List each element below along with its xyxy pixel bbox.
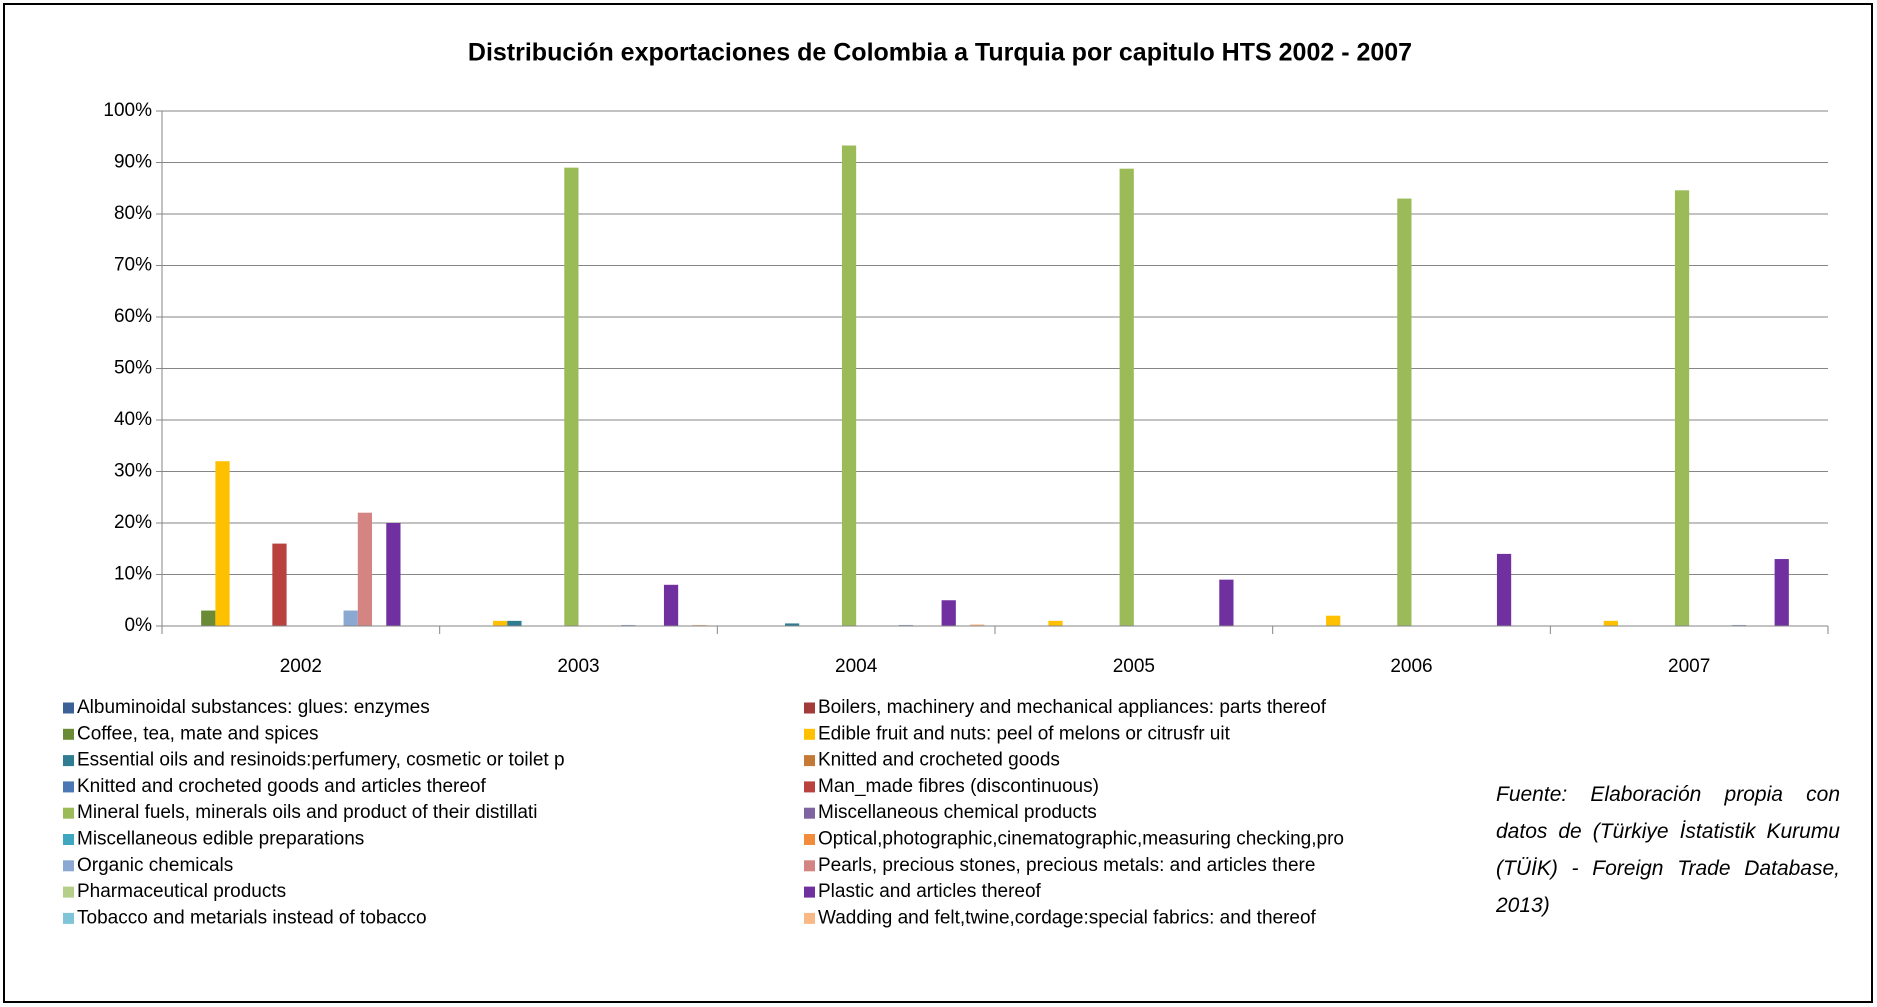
- legend-swatch: [804, 860, 815, 872]
- legend-label: Mineral fuels, minerals oils and product…: [77, 802, 537, 823]
- bar: [1674, 190, 1690, 626]
- legend-label: Miscellaneous edible preparations: [77, 829, 364, 850]
- legend-label: Organic chemicals: [77, 855, 233, 876]
- annotation: Fuente: Elaboración propia con datos de …: [1496, 783, 1840, 917]
- bar: [1048, 620, 1063, 626]
- bar: [1119, 168, 1134, 626]
- bar: [493, 620, 508, 626]
- legend-swatch: [63, 912, 74, 924]
- bar: [272, 543, 287, 626]
- y-tick-label: 100%: [103, 100, 152, 121]
- legend-swatch: [804, 728, 815, 740]
- legend-swatch: [63, 728, 74, 740]
- bar: [507, 620, 522, 626]
- y-tick-label: 90%: [114, 152, 152, 173]
- bar: [564, 167, 579, 626]
- bar: [201, 610, 216, 626]
- bar: [357, 512, 373, 626]
- x-tick-label: 2007: [1668, 656, 1710, 677]
- legend-label: Coffee, tea, mate and spices: [77, 723, 319, 744]
- y-tick-label: 30%: [114, 461, 152, 482]
- bar: [841, 145, 857, 626]
- y-tick-label: 80%: [114, 203, 152, 224]
- legend-swatch: [63, 834, 74, 845]
- legend-swatch: [63, 860, 74, 872]
- legend-label: Albuminoidal substances: glues: enzymes: [77, 697, 430, 718]
- legend-swatch: [804, 886, 815, 898]
- legend-swatch: [63, 702, 74, 714]
- x-tick-label: 2002: [280, 656, 322, 677]
- bar: [898, 624, 914, 626]
- legend-label: Edible fruit and nuts: peel of melons or…: [818, 723, 1231, 744]
- legend-column-2: Boilers, machinery and mechanical applia…: [804, 697, 1344, 928]
- chart-border: [3, 3, 1873, 1003]
- legend-swatch: [63, 807, 74, 819]
- y-tick-label: 50%: [114, 358, 152, 379]
- legend-label: Pharmaceutical products: [77, 881, 286, 902]
- legend-label: Boilers, machinery and mechanical applia…: [818, 697, 1327, 718]
- legend-label: Wadding and felt,twine,cordage:special f…: [818, 907, 1317, 928]
- legend-label: Miscellaneous chemical products: [818, 802, 1097, 823]
- legend-swatch: [63, 781, 74, 793]
- bar: [621, 624, 636, 626]
- legend-swatch: [804, 702, 815, 714]
- y-tick-label: 0%: [125, 615, 153, 636]
- legend-label: Knitted and crocheted goods and articles…: [77, 776, 486, 797]
- bar: [970, 624, 985, 626]
- y-tick-label: 20%: [114, 512, 152, 533]
- bar: [1496, 553, 1512, 626]
- legend-swatch: [804, 755, 815, 767]
- legend-label: Knitted and crocheted goods: [818, 750, 1060, 771]
- x-tick-label: 2005: [1113, 656, 1155, 677]
- bar: [1219, 579, 1234, 626]
- legend-label: Optical,photographic,cinematographic,mea…: [818, 829, 1344, 850]
- legend-label: Essential oils and resinoids:perfumery, …: [77, 750, 565, 771]
- annotation-box: Fuente: Elaboración propia con datos de …: [1496, 783, 1840, 917]
- legend-swatch: [804, 781, 815, 793]
- legend-label: Plastic and articles thereof: [818, 881, 1042, 902]
- bar: [663, 584, 679, 626]
- legend-swatch: [804, 912, 815, 924]
- bar: [386, 523, 401, 626]
- legend-swatch: [63, 755, 74, 767]
- legend-label: Man_made fibres (discontinuous): [818, 776, 1099, 797]
- bar: [215, 461, 230, 626]
- x-tick-label: 2004: [835, 656, 878, 677]
- bar: [1603, 620, 1618, 626]
- y-tick-label: 40%: [114, 409, 152, 430]
- legend-label: Pearls, precious stones, precious metals…: [818, 855, 1315, 876]
- bar: [1326, 615, 1341, 626]
- legend-swatch: [804, 834, 815, 845]
- x-tick-label: 2006: [1390, 656, 1432, 677]
- legend-swatch: [63, 886, 74, 898]
- y-tick-label: 60%: [114, 306, 152, 327]
- chart-title: Distribución exportaciones de Colombia a…: [468, 39, 1412, 67]
- bar: [343, 610, 358, 626]
- bar: [692, 624, 707, 626]
- legend-label: Tobacco and metarials instead of tobacco: [77, 907, 427, 928]
- y-tick-label: 70%: [114, 255, 152, 276]
- legend-swatch: [804, 807, 815, 819]
- bar: [941, 600, 956, 626]
- bar: [784, 623, 800, 626]
- x-tick-label: 2003: [557, 656, 599, 677]
- bar: [1731, 624, 1747, 626]
- y-tick-label: 10%: [114, 564, 152, 585]
- bar: [1397, 198, 1412, 627]
- bar: [1774, 559, 1789, 626]
